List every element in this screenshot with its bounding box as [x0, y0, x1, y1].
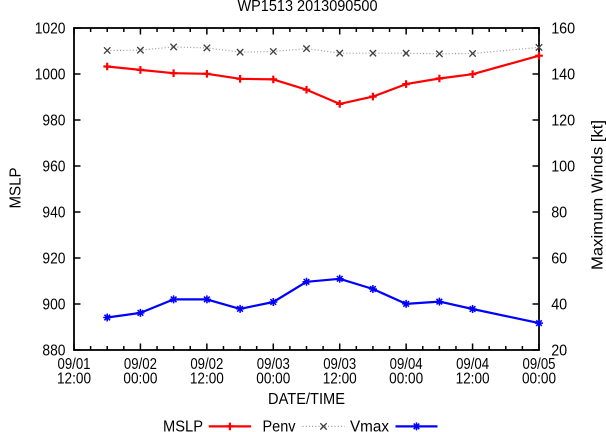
svg-text:60: 60 — [551, 250, 567, 267]
svg-text:MSLP: MSLP — [163, 418, 203, 432]
svg-text:12:00: 12:00 — [323, 371, 357, 388]
svg-text:09/04: 09/04 — [390, 356, 423, 373]
svg-text:09/03: 09/03 — [257, 356, 290, 373]
svg-text:09/01: 09/01 — [58, 356, 91, 373]
svg-text:WP1513 2013090500: WP1513 2013090500 — [238, 0, 378, 15]
svg-text:900: 900 — [42, 296, 65, 313]
svg-text:80: 80 — [551, 204, 567, 221]
svg-text:00:00: 00:00 — [389, 371, 423, 388]
svg-text:Penv: Penv — [263, 418, 296, 432]
svg-text:12:00: 12:00 — [456, 371, 490, 388]
svg-text:Vmax: Vmax — [350, 418, 389, 432]
svg-text:Maximum Winds [kt]: Maximum Winds [kt] — [590, 120, 606, 270]
svg-text:09/04: 09/04 — [456, 356, 489, 373]
svg-text:MSLP: MSLP — [8, 168, 25, 209]
svg-text:09/02: 09/02 — [124, 356, 157, 373]
svg-text:09/02: 09/02 — [190, 356, 223, 373]
svg-text:20: 20 — [551, 342, 567, 359]
svg-text:120: 120 — [551, 112, 575, 129]
svg-text:40: 40 — [551, 296, 567, 313]
svg-text:00:00: 00:00 — [522, 371, 556, 388]
svg-text:100: 100 — [551, 158, 575, 175]
svg-text:940: 940 — [42, 204, 65, 221]
svg-text:160: 160 — [551, 20, 575, 37]
svg-text:09/03: 09/03 — [323, 356, 356, 373]
svg-text:920: 920 — [42, 250, 65, 267]
svg-text:960: 960 — [42, 158, 65, 175]
svg-text:09/05: 09/05 — [523, 356, 556, 373]
svg-text:1000: 1000 — [35, 66, 66, 83]
svg-text:12:00: 12:00 — [57, 371, 91, 388]
svg-text:00:00: 00:00 — [123, 371, 157, 388]
svg-text:980: 980 — [42, 112, 65, 129]
svg-text:DATE/TIME: DATE/TIME — [268, 391, 345, 408]
svg-text:1020: 1020 — [35, 20, 66, 37]
svg-text:12:00: 12:00 — [190, 371, 224, 388]
svg-text:880: 880 — [42, 342, 65, 359]
svg-text:140: 140 — [551, 66, 575, 83]
svg-text:00:00: 00:00 — [256, 371, 290, 388]
